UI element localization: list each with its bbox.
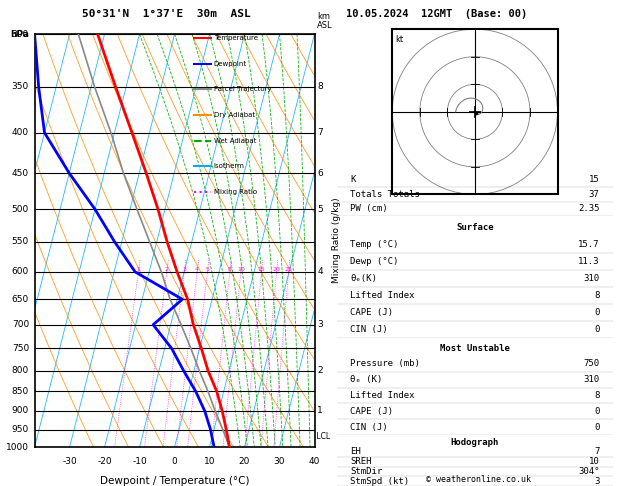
Text: 450: 450: [12, 169, 29, 178]
Text: -30: -30: [62, 457, 77, 467]
Text: 15: 15: [258, 267, 265, 272]
Text: 2: 2: [317, 366, 323, 375]
Text: km
ASL: km ASL: [317, 12, 333, 30]
Text: 0: 0: [594, 308, 599, 317]
Text: K: K: [350, 175, 356, 184]
Text: PW (cm): PW (cm): [350, 205, 388, 213]
Text: 25: 25: [285, 267, 292, 272]
Text: 310: 310: [583, 274, 599, 283]
Text: hPa: hPa: [10, 30, 29, 38]
Text: 650: 650: [12, 295, 29, 304]
Text: Lifted Index: Lifted Index: [350, 391, 415, 400]
Text: 10: 10: [237, 267, 245, 272]
Text: 600: 600: [12, 267, 29, 277]
Text: 30: 30: [274, 457, 286, 467]
Text: 3: 3: [594, 477, 599, 486]
Text: 3: 3: [182, 267, 186, 272]
Text: 550: 550: [12, 238, 29, 246]
Text: Isotherm: Isotherm: [214, 163, 245, 169]
Text: θₑ (K): θₑ (K): [350, 375, 382, 384]
Text: 350: 350: [12, 83, 29, 91]
Text: Dewp (°C): Dewp (°C): [350, 257, 399, 266]
Text: SREH: SREH: [350, 457, 372, 466]
Text: 300: 300: [12, 30, 29, 38]
Text: -20: -20: [97, 457, 112, 467]
Text: 500: 500: [12, 205, 29, 214]
Text: 750: 750: [12, 344, 29, 353]
Text: CAPE (J): CAPE (J): [350, 308, 393, 317]
Text: Lifted Index: Lifted Index: [350, 291, 415, 300]
Text: Mixing Ratio: Mixing Ratio: [214, 189, 257, 195]
Text: EH: EH: [350, 448, 361, 456]
Text: 6: 6: [317, 169, 323, 178]
Text: 7: 7: [594, 448, 599, 456]
Text: 20: 20: [273, 267, 281, 272]
Text: 8: 8: [228, 267, 231, 272]
Text: Totals Totals: Totals Totals: [350, 190, 420, 199]
Text: 0: 0: [594, 422, 599, 432]
Text: 1: 1: [317, 406, 323, 416]
Text: 10.05.2024  12GMT  (Base: 00): 10.05.2024 12GMT (Base: 00): [346, 9, 527, 19]
Text: θₑ(K): θₑ(K): [350, 274, 377, 283]
Text: 37: 37: [589, 190, 599, 199]
Text: Dewpoint: Dewpoint: [214, 61, 247, 67]
Text: 10: 10: [589, 457, 599, 466]
Text: CIN (J): CIN (J): [350, 325, 388, 334]
Text: Dewpoint / Temperature (°C): Dewpoint / Temperature (°C): [100, 476, 249, 486]
Text: 1: 1: [136, 267, 140, 272]
Text: Wet Adiabat: Wet Adiabat: [214, 138, 256, 143]
Text: -10: -10: [132, 457, 147, 467]
Text: Mixing Ratio (g/kg): Mixing Ratio (g/kg): [332, 198, 342, 283]
Text: Temp (°C): Temp (°C): [350, 240, 399, 249]
Text: 1000: 1000: [6, 443, 29, 451]
Text: 11.3: 11.3: [578, 257, 599, 266]
Text: 50°31'N  1°37'E  30m  ASL: 50°31'N 1°37'E 30m ASL: [82, 9, 250, 19]
Text: Temperature: Temperature: [214, 35, 258, 41]
Text: 5: 5: [206, 267, 209, 272]
Text: 8: 8: [594, 291, 599, 300]
Text: 0: 0: [594, 325, 599, 334]
Text: 304°: 304°: [578, 467, 599, 476]
Text: 800: 800: [12, 366, 29, 375]
Text: Pressure (mb): Pressure (mb): [350, 359, 420, 368]
Text: 700: 700: [12, 320, 29, 329]
Text: 8: 8: [594, 391, 599, 400]
Text: 2: 2: [165, 267, 169, 272]
Text: 4: 4: [317, 267, 323, 277]
Text: 950: 950: [12, 425, 29, 434]
Text: 4: 4: [195, 267, 199, 272]
Text: CAPE (J): CAPE (J): [350, 407, 393, 416]
Text: Hodograph: Hodograph: [451, 438, 499, 447]
Text: CIN (J): CIN (J): [350, 422, 388, 432]
Text: 5: 5: [317, 205, 323, 214]
Text: Surface: Surface: [456, 223, 494, 232]
Text: 2.35: 2.35: [578, 205, 599, 213]
Text: 310: 310: [583, 375, 599, 384]
Text: 15.7: 15.7: [578, 240, 599, 249]
Text: 900: 900: [12, 406, 29, 416]
Text: Dry Adiabat: Dry Adiabat: [214, 112, 255, 118]
Text: 10: 10: [204, 457, 215, 467]
Text: 7: 7: [317, 128, 323, 137]
Text: 20: 20: [239, 457, 250, 467]
Text: 15: 15: [589, 175, 599, 184]
Text: 3: 3: [317, 320, 323, 329]
Text: StmDir: StmDir: [350, 467, 382, 476]
Text: © weatheronline.co.uk: © weatheronline.co.uk: [426, 474, 530, 484]
Text: 850: 850: [12, 387, 29, 396]
Text: kt: kt: [395, 35, 403, 44]
Text: 0: 0: [172, 457, 177, 467]
Text: 40: 40: [309, 457, 320, 467]
Text: Parcel Trajectory: Parcel Trajectory: [214, 87, 271, 92]
Text: 750: 750: [583, 359, 599, 368]
Text: 400: 400: [12, 128, 29, 137]
Text: 0: 0: [594, 407, 599, 416]
Text: StmSpd (kt): StmSpd (kt): [350, 477, 409, 486]
Text: LCL: LCL: [314, 432, 331, 441]
Text: Most Unstable: Most Unstable: [440, 344, 510, 353]
Text: 8: 8: [317, 83, 323, 91]
